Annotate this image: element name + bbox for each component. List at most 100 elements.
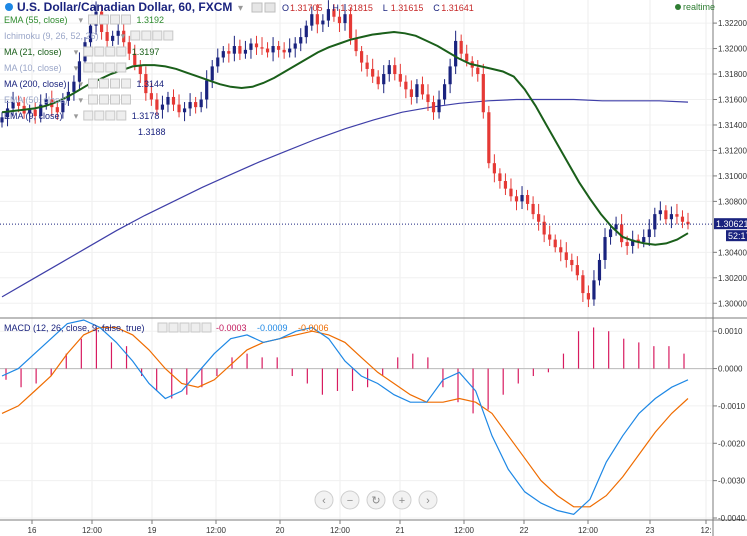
macd-value: -0.0006 — [298, 323, 329, 333]
time-tick-label: 12:00 — [454, 526, 475, 535]
candle-down — [498, 168, 502, 189]
macd-action-icon[interactable] — [190, 322, 201, 333]
candle-down — [559, 239, 563, 262]
candle-body — [105, 32, 109, 41]
indicator-row[interactable]: 1.3188 — [138, 127, 166, 137]
indicator-legend: EMA (55, close) ▾ 1.3192 Ichimoku (9, 26, 5… — [4, 14, 174, 137]
candle-body — [260, 47, 264, 49]
candle-body — [680, 216, 685, 222]
chevron-left-icon-glyph: ‹ — [322, 495, 326, 507]
macd-axis[interactable]: 0.0010 0.0000 -0.0010 -0.0020 -0.0030 -0.0040 — [713, 327, 746, 523]
candle-down — [260, 37, 264, 55]
settings-icon[interactable] — [251, 2, 263, 13]
candle-up — [210, 60, 214, 89]
candle-down — [337, 9, 342, 33]
ma-200-path — [1, 98, 689, 298]
candle-body — [249, 43, 253, 50]
macd-action-icon[interactable] — [157, 322, 168, 333]
candle-body — [559, 247, 563, 253]
candle-body — [33, 109, 37, 117]
time-axis[interactable]: 16 12:00 19 12:00 20 12:00 21 12:00 22 12:00 23 12: — [28, 520, 712, 535]
candle-body — [371, 68, 375, 77]
indicator-row[interactable]: EMA (9, close) ▾ 1.3178 — [4, 110, 160, 121]
indicator-action-icon — [94, 46, 105, 57]
macd-header: MACD (12, 26, close, 9, false, true) -0.… — [4, 322, 329, 333]
candle-body — [581, 275, 585, 294]
time-tick-label: 21 — [396, 526, 405, 535]
candle-body — [199, 99, 203, 108]
candle-down — [171, 89, 176, 111]
price-tick-label: 1.31200 — [718, 146, 747, 155]
macd-action-icon[interactable] — [179, 322, 190, 333]
candle-body — [442, 84, 447, 100]
candle-down — [431, 95, 436, 120]
candle-body — [138, 65, 142, 75]
candle-down — [376, 70, 380, 90]
indicator-action-icon — [99, 78, 109, 89]
candle-body — [133, 53, 137, 66]
indicator-row[interactable]: MA (21, close) ▾ 1.3197 — [4, 46, 159, 57]
candle-up — [44, 93, 48, 110]
indicator-row[interactable]: MA (200, close) ▾ 1.3144 — [4, 78, 164, 89]
candle-down — [409, 80, 413, 105]
candle-up — [116, 23, 120, 45]
candle-body — [575, 265, 579, 276]
candle-up — [653, 207, 657, 238]
candle-body — [332, 9, 336, 17]
time-tick-label: 16 — [28, 526, 37, 535]
candle-down — [277, 40, 281, 58]
candle-up — [232, 35, 236, 62]
candle-body — [44, 99, 48, 105]
candle-body — [481, 74, 485, 113]
macd-action-icon[interactable] — [168, 322, 179, 333]
chart-navigation[interactable]: ‹ − ↻ + › — [314, 490, 438, 510]
zoom-in-button[interactable]: + — [392, 490, 412, 510]
indicator-row[interactable]: MA (10, close) ▾ — [4, 62, 127, 73]
indicator-action-icon — [88, 78, 98, 89]
indicator-row[interactable]: Ichimoku (9, 26, 52, 26) ▾ — [4, 30, 174, 41]
candle-down — [282, 42, 286, 59]
zoom-out-button[interactable]: − — [340, 490, 360, 510]
candle-up — [608, 224, 613, 245]
indicator-action-icon — [105, 46, 116, 57]
indicator-action-icon — [83, 46, 94, 57]
indicator-value: 1.3178 — [132, 111, 160, 121]
candle-down — [122, 20, 126, 50]
indicator-row[interactable]: EMA (55, close) ▾ 1.3192 — [4, 14, 164, 25]
macd-label[interactable]: MACD (12, 26, close, 9, false, true) — [4, 323, 145, 333]
price-axis[interactable]: 1.32200 1.32000 1.31800 1.31600 1.31400 1.312… — [713, 19, 747, 308]
candle-up — [310, 6, 314, 31]
candle-body — [39, 104, 43, 117]
hide-icon[interactable] — [264, 2, 276, 13]
indicator-dropdown-icon: ▾ — [121, 31, 126, 41]
time-tick-label: 12: — [700, 526, 711, 535]
reset-button[interactable]: ↻ — [366, 490, 386, 510]
indicator-action-icon — [94, 110, 105, 121]
candle-body — [570, 259, 574, 266]
zoom-out-icon-glyph: − — [347, 495, 353, 507]
macd-signal-line — [1, 326, 689, 508]
chart-header: U.S. Dollar/Canadian Dollar, 60, FXCM ▾ … — [5, 0, 715, 14]
candle-body — [404, 81, 408, 90]
candle-up — [387, 60, 391, 82]
candle-body — [343, 14, 347, 24]
price-tick-label: 1.32200 — [718, 19, 747, 28]
candle-up — [293, 37, 297, 58]
chevron-left-button[interactable]: ‹ — [314, 490, 334, 510]
time-tick-label: 19 — [148, 526, 157, 535]
candle-up — [343, 4, 347, 31]
title-dropdown-icon[interactable]: ▾ — [238, 3, 243, 14]
indicator-action-icon — [105, 110, 116, 121]
macd-action-icon[interactable] — [201, 322, 212, 333]
candle-body — [155, 99, 159, 110]
chevron-right-button[interactable]: › — [418, 490, 438, 510]
candle-down — [581, 270, 585, 302]
ohlc-value: 1.31615 — [391, 3, 424, 13]
indicator-row[interactable]: EMA (50, close) ▾ — [4, 94, 131, 105]
candle-body — [520, 195, 524, 202]
candle-body — [277, 46, 281, 50]
candle-up — [448, 58, 452, 94]
candle-body — [265, 48, 270, 53]
candle-up — [382, 65, 386, 94]
